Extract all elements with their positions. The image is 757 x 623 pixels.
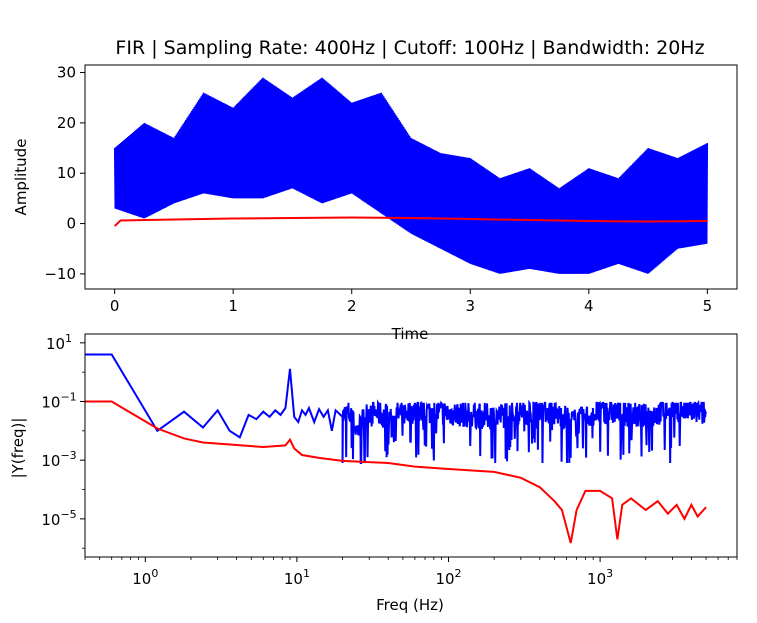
frequency-plot: 100 101 102 103 10−5 10−3 10−1 101 <box>41 332 738 588</box>
blue-spectrum-line <box>85 353 707 465</box>
x-tick-label: 0 <box>110 297 120 315</box>
y-tick-label: 10−1 <box>41 390 76 411</box>
x-tick-label: 3 <box>465 297 475 315</box>
x-tick-label: 4 <box>584 297 594 315</box>
x-tick-label: 100 <box>132 567 158 588</box>
x-tick-label: 5 <box>703 297 713 315</box>
red-filtered-line <box>113 216 708 227</box>
x-tick-label: 1 <box>228 297 238 315</box>
red-spectrum-line <box>85 400 707 544</box>
title: FIR | Sampling Rate: 400Hz | Cutoff: 100… <box>115 37 704 59</box>
y-tick-label: −10 <box>44 265 76 283</box>
plot-frame <box>84 64 738 290</box>
time-plot: 0 1 2 3 4 5 −10 0 10 20 30 <box>44 64 738 315</box>
freq-plot-ylabel: |Y(freq)| <box>9 418 27 479</box>
y-tick-label: 101 <box>46 332 72 353</box>
freq-plot-xlabel: Freq (Hz) <box>376 596 444 614</box>
plot-frame <box>84 333 738 558</box>
y-tick-label: 20 <box>57 114 76 132</box>
y-tick-label: 10 <box>57 164 76 182</box>
x-tick-label: 2 <box>347 297 357 315</box>
time-plot-xlabel: Time <box>391 325 429 343</box>
y-tick-label: 10−3 <box>41 449 76 470</box>
y-tick-label: 0 <box>66 215 76 233</box>
x-tick-label: 103 <box>587 567 613 588</box>
time-plot-ylabel: Amplitude <box>12 139 30 216</box>
x-tick-label: 101 <box>284 567 310 588</box>
x-tick-label: 102 <box>435 567 461 588</box>
y-tick-label: 30 <box>57 64 76 82</box>
y-tick-label: 10−5 <box>41 508 76 529</box>
blue-signal-line <box>113 77 709 274</box>
